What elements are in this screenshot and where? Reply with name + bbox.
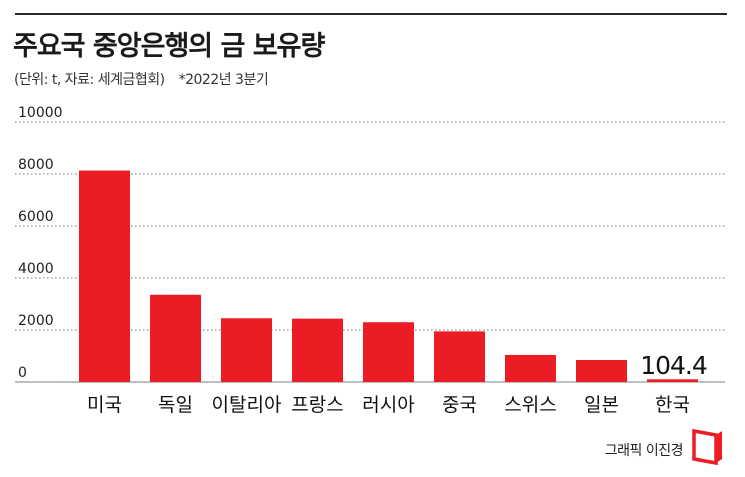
x-tick-label: 프랑스 <box>291 394 343 416</box>
y-tick-label: 8000 <box>18 157 54 173</box>
bar <box>576 360 627 382</box>
brand-logo-icon <box>692 428 722 466</box>
x-tick-label: 미국 <box>87 394 122 416</box>
x-tick-label: 중국 <box>442 394 477 416</box>
top-rule <box>15 13 727 15</box>
bar <box>292 318 343 382</box>
bar <box>647 379 698 382</box>
period-note: *2022년 3분기 <box>178 72 269 88</box>
chart-subtitle: (단위: t, 자료: 세계금협회) *2022년 3분기 <box>14 69 269 89</box>
bar <box>79 170 130 382</box>
x-tick-label: 일본 <box>584 394 619 416</box>
unit-source-label: (단위: t, 자료: 세계금협회) <box>14 72 165 88</box>
y-tick-label: 2000 <box>18 313 54 329</box>
y-tick-label: 0 <box>18 365 27 381</box>
chart-title: 주요국 중앙은행의 금 보유량 <box>13 31 325 62</box>
x-tick-label: 러시아 <box>362 394 414 416</box>
bar <box>221 318 272 382</box>
bar <box>150 294 201 382</box>
data-label: 104.4 <box>640 351 707 380</box>
bar <box>363 322 414 382</box>
y-tick-label: 4000 <box>18 261 54 277</box>
x-tick-label: 스위스 <box>504 394 556 416</box>
bar <box>434 331 485 382</box>
bar <box>505 354 556 382</box>
x-tick-label: 한국 <box>655 394 690 416</box>
y-tick-label: 6000 <box>18 209 54 225</box>
y-tick-label: 10000 <box>18 105 63 121</box>
graphic-credit: 그래픽 이진경 <box>604 443 684 459</box>
x-tick-label: 독일 <box>158 394 193 416</box>
x-tick-label: 이탈리아 <box>212 394 282 416</box>
